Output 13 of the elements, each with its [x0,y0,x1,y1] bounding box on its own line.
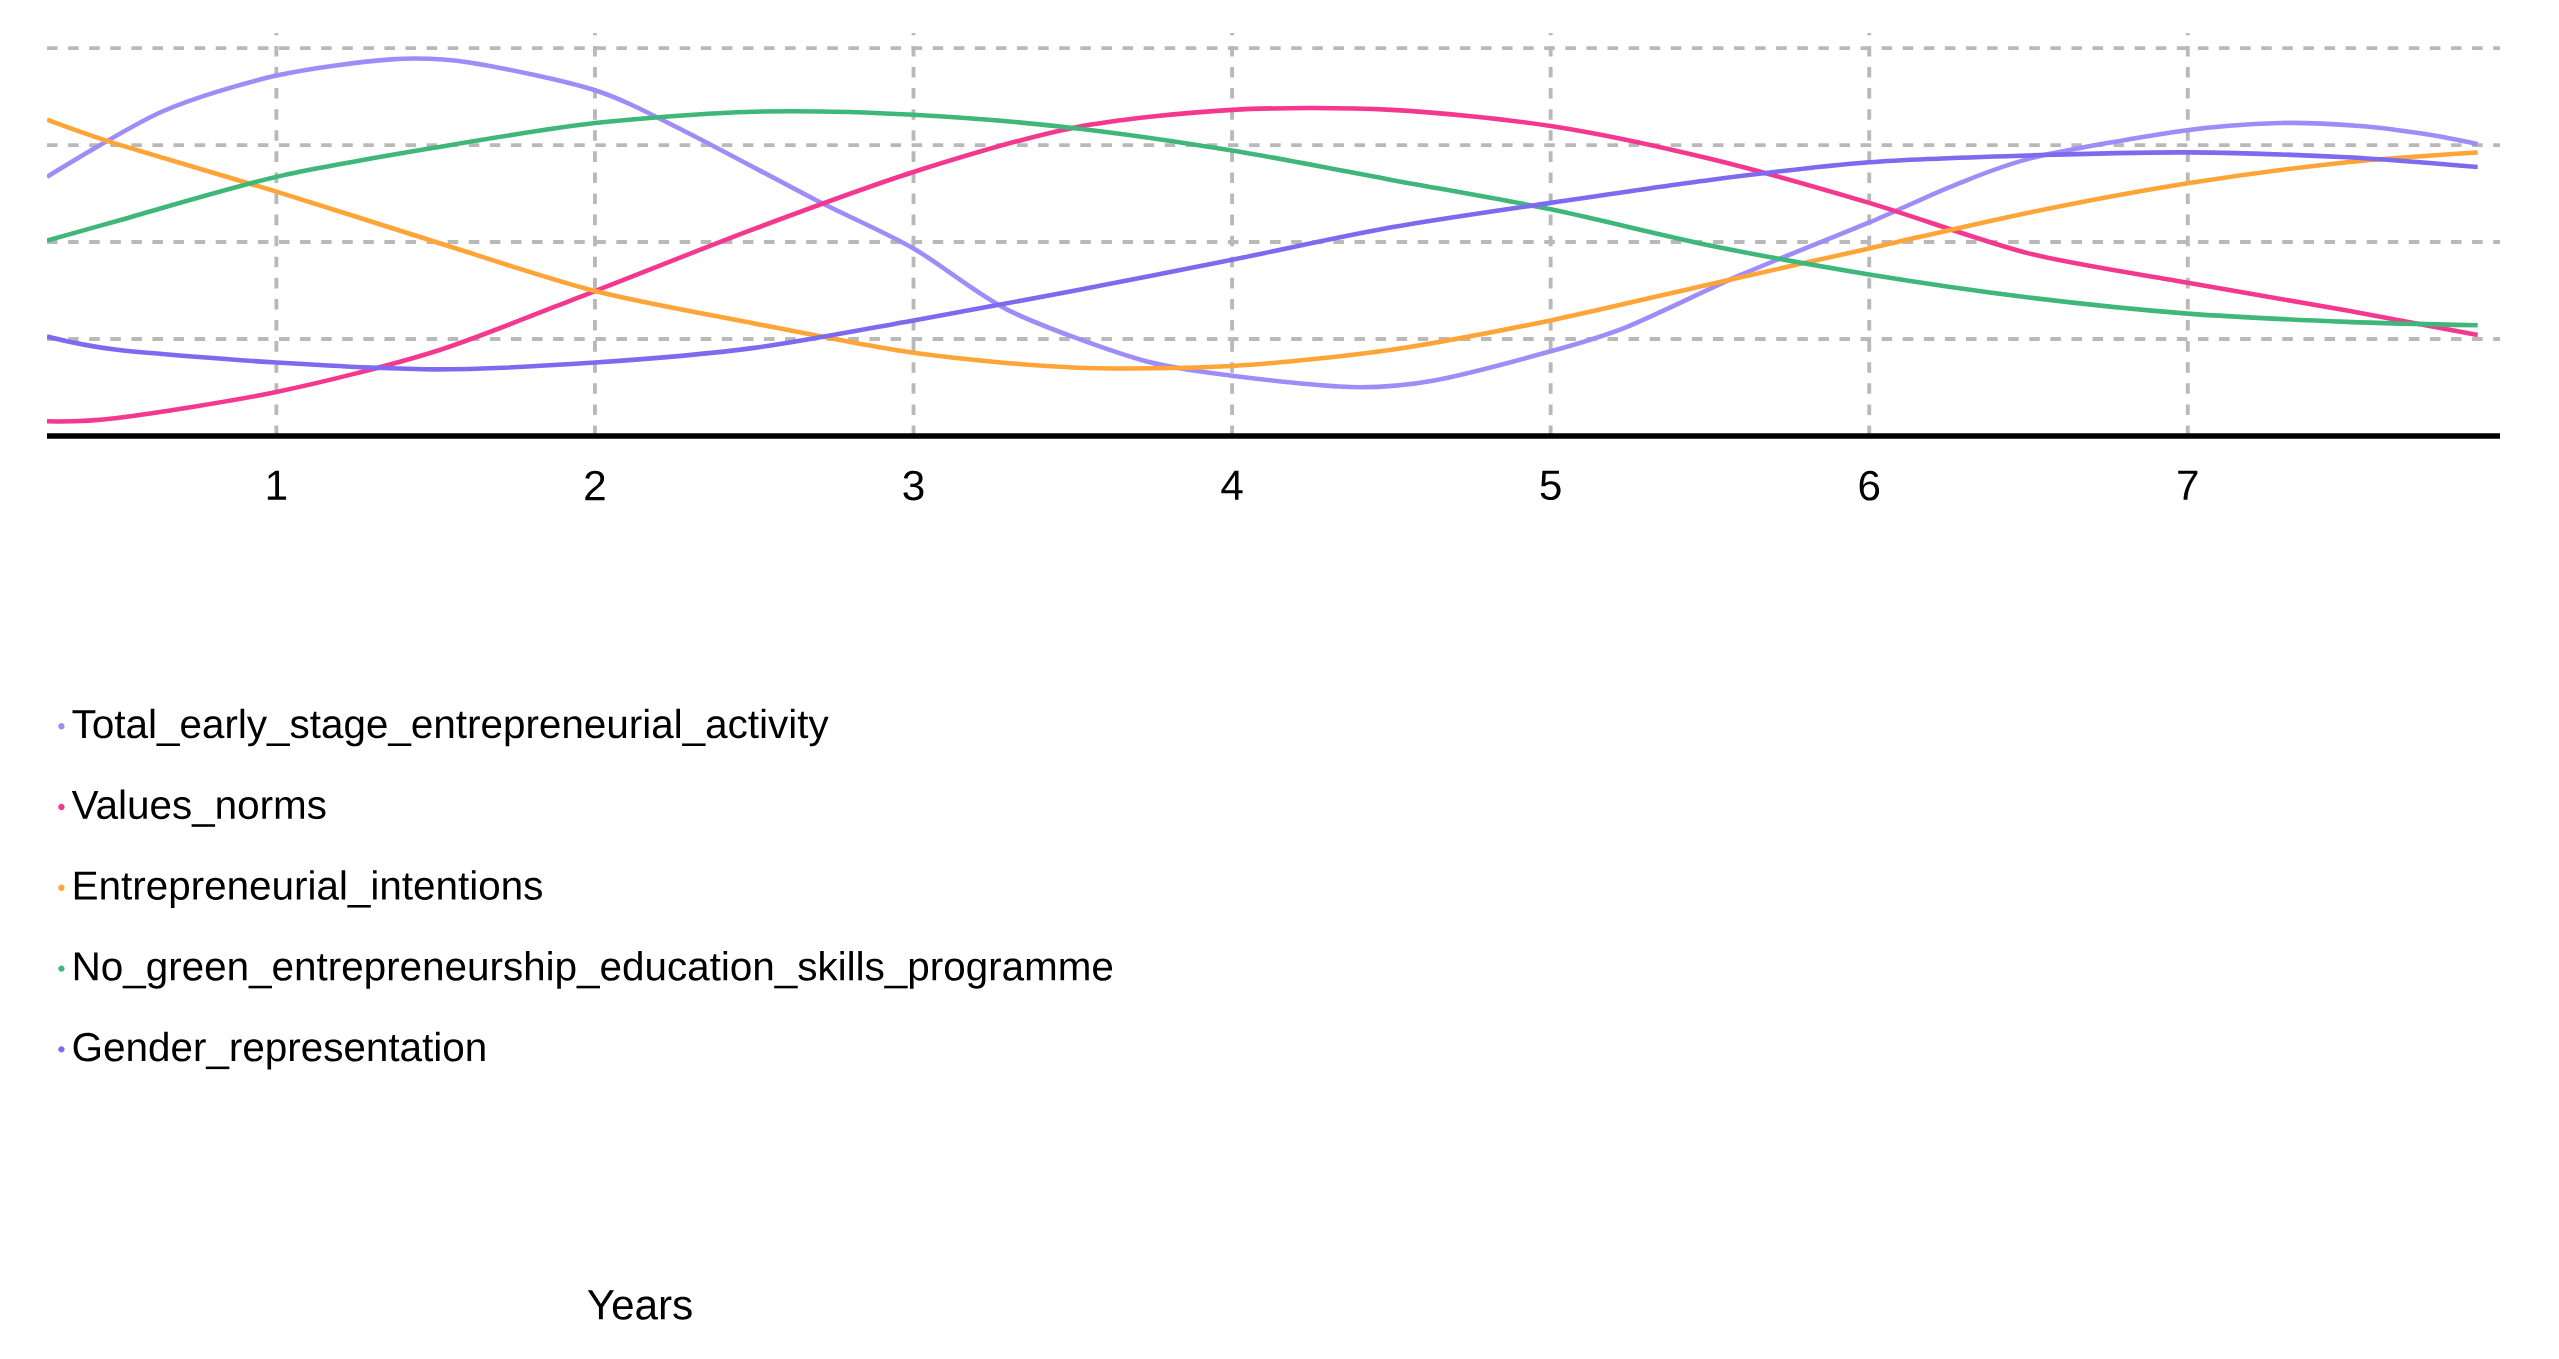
legend-label: Values_norms [71,789,326,827]
legend-label: No_green_entrepreneurship_education_skills_programme [74,951,1113,989]
x-tick-label: 5 [1540,470,1561,501]
x-tick-label: 2 [585,470,605,501]
x-tick-label: 3 [903,470,924,501]
legend-label: Entrepreneurial_intentions [74,870,542,908]
x-tick-label: 1 [267,470,287,500]
x-tick-label: 7 [2178,470,2198,500]
legend-label: Total_early_stage_entrepreneurial_activity [72,708,829,747]
x-tick-label: 4 [1221,470,1243,500]
text: Years [587,1290,692,1320]
legend-label: Gender_representation [73,1031,485,1070]
x-tick-label: 6 [1859,470,1880,501]
